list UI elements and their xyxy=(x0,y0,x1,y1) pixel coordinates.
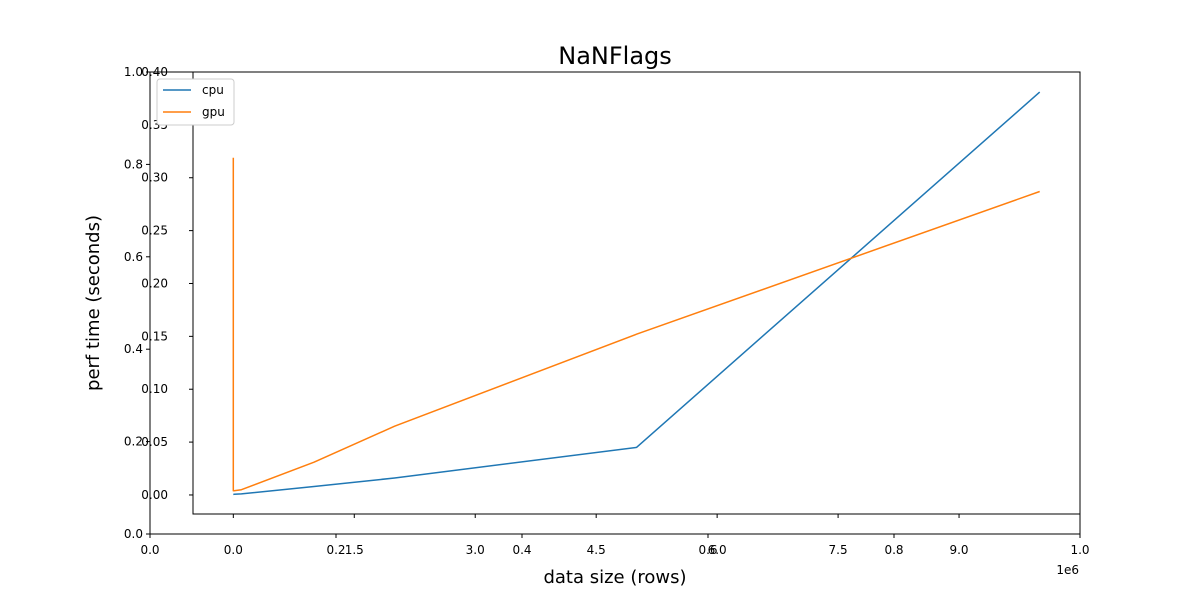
x-tick-label: 6.0 xyxy=(708,543,727,557)
plot-frame xyxy=(149,71,1081,535)
x-axis-label: data size (rows) xyxy=(543,567,686,588)
inner-axes-frame xyxy=(192,71,1081,515)
overlay-y-tick-label: 0.8 xyxy=(124,157,143,171)
series-line-cpu xyxy=(232,91,1041,496)
overlay-y-tick-label: 0.6 xyxy=(124,250,143,264)
overlay-x-tick-label: 0.0 xyxy=(140,543,159,557)
x-tick-label: 1.5 xyxy=(345,543,364,557)
overlay-y-tick-label: 0.4 xyxy=(124,342,143,356)
x-tick-label: 0.0 xyxy=(224,543,243,557)
legend-label-gpu: gpu xyxy=(202,105,225,119)
chart-title: NaNFlags xyxy=(558,42,672,70)
overlay-x-tick-label: 0.2 xyxy=(326,543,345,557)
x-tick-label: 3.0 xyxy=(466,543,485,557)
overlay-x-tick-label: 0.8 xyxy=(884,543,903,557)
y-tick-label: 0.20 xyxy=(141,276,168,290)
overlay-x-tick-label: 1.0 xyxy=(1070,543,1089,557)
plot-lines xyxy=(232,91,1041,496)
overlay-x-tick-label: 0.4 xyxy=(512,543,531,557)
legend: cpu gpu xyxy=(156,78,235,126)
legend-label-cpu: cpu xyxy=(202,83,224,97)
overlay-axis-ticks: 0.0 0.2 0.4 0.6 0.8 1.0 0.0 0.2 0.4 0.6 0.8 1.0 xyxy=(124,65,1090,557)
x-tick-label: 9.0 xyxy=(949,543,968,557)
y-tick-label: 0.25 xyxy=(141,224,168,238)
x-tick-label: 4.5 xyxy=(587,543,606,557)
overlay-y-tick-label: 1.0 xyxy=(124,65,143,79)
x-tick-label: 7.5 xyxy=(829,543,848,557)
y-tick-label: 0.00 xyxy=(141,488,168,502)
y-axis-label: perf time (seconds) xyxy=(83,215,104,391)
y-tick-label: 0.10 xyxy=(141,382,168,396)
overlay-y-tick-label: 0.2 xyxy=(124,435,143,449)
overlay-x-tick-label: 0.6 xyxy=(698,543,717,557)
x-axis-offset-label: 1e6 xyxy=(1056,563,1079,577)
series-line-gpu xyxy=(232,157,1040,492)
y-tick-label: 0.15 xyxy=(141,329,168,343)
overlay-y-tick-label: 0.0 xyxy=(124,527,143,541)
y-tick-label: 0.05 xyxy=(141,435,168,449)
axis-ticks: 0.0 1.5 3.0 4.5 6.0 7.5 9.0 0.00 0.05 0.10 0.15 0.2… xyxy=(141,65,968,557)
y-tick-label: 0.30 xyxy=(141,171,168,185)
